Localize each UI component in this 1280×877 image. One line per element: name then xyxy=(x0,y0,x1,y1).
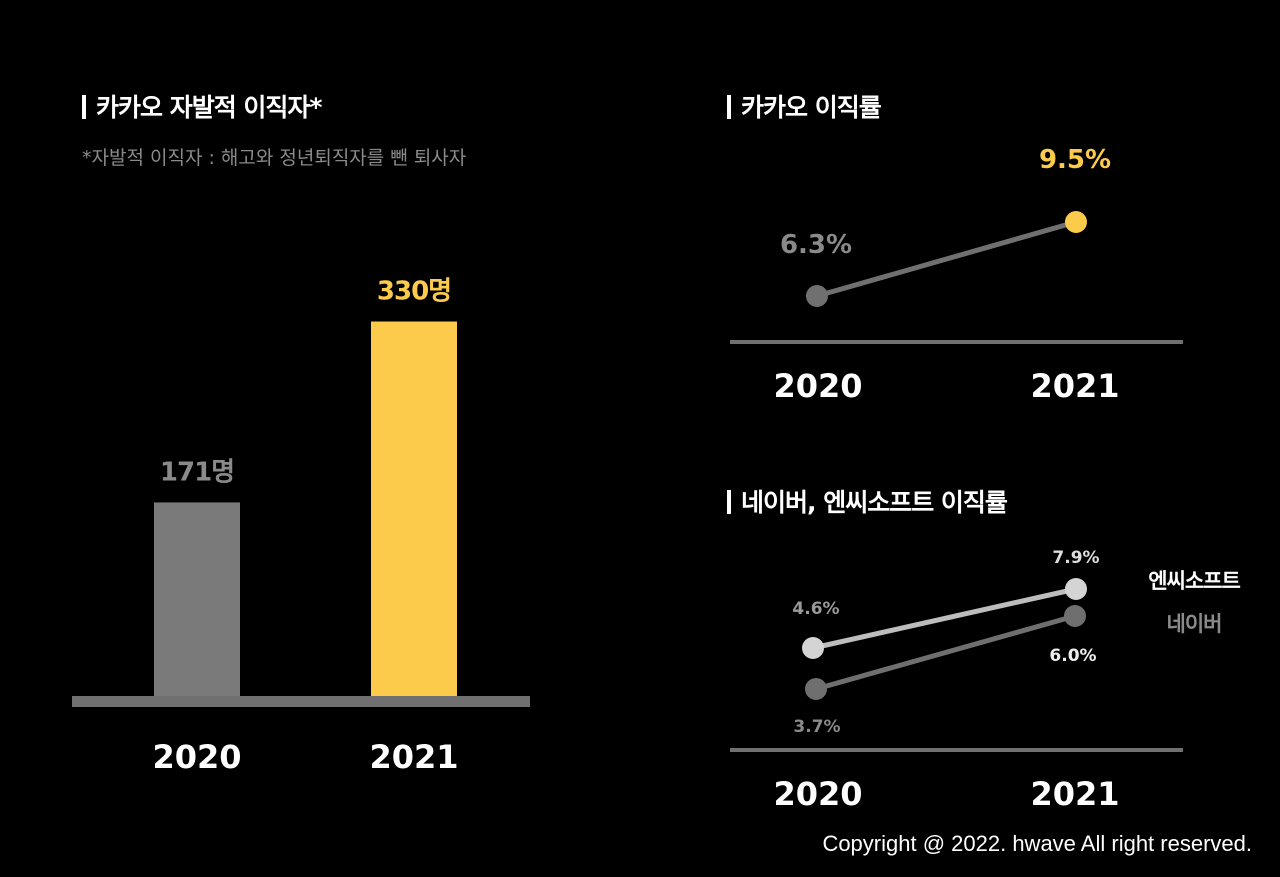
kakao-line-chart: 6.3% 9.5% 2020 2021 xyxy=(730,145,1183,405)
bar-chart-title-text: 카카오 자발적 이직자* xyxy=(96,93,322,122)
x-tick-label-2020: 2020 xyxy=(773,367,862,405)
bar-value-label-2021: 330명 xyxy=(377,277,451,307)
bar-chart: 171명 2020 330명 2021 xyxy=(72,277,530,776)
kakao-line-chart-title-text: 카카오 이직률 xyxy=(741,93,882,122)
x-tick-label-2020: 2020 xyxy=(773,775,862,813)
copyright-text: Copyright @ 2022. hwave All right reserv… xyxy=(822,831,1252,856)
data-point-kakao-2021 xyxy=(1065,211,1087,233)
x-axis-baseline xyxy=(72,696,530,707)
data-label-naver-2021: 6.0% xyxy=(1049,646,1096,666)
legend-ncsoft: 엔씨소프트 xyxy=(1148,569,1240,593)
title-marker xyxy=(82,95,86,119)
legend-naver: 네이버 xyxy=(1167,612,1222,636)
bar-2021 xyxy=(371,321,457,697)
series-line-naver xyxy=(815,613,1076,692)
data-label-naver-2020: 3.7% xyxy=(793,717,840,737)
x-tick-label-2021: 2021 xyxy=(1030,775,1119,813)
x-tick-label-2020: 2020 xyxy=(152,738,241,776)
naver-ncsoft-chart-title-text: 네이버, 엔씨소프트 이직률 xyxy=(741,488,1008,517)
bar-chart-footnote: *자발적 이직자 : 해고와 정년퇴직자를 뺀 퇴사자 xyxy=(82,147,467,169)
bar-2020 xyxy=(154,502,240,697)
data-point-naver-2020 xyxy=(805,678,827,700)
data-label-ncsoft-2020: 4.6% xyxy=(792,599,839,619)
data-label-ncsoft-2021: 7.9% xyxy=(1052,548,1099,568)
data-point-kakao-2020 xyxy=(806,285,828,307)
data-point-naver-2021 xyxy=(1064,605,1086,627)
series-line-kakao xyxy=(816,219,1077,299)
bar-chart-title: 카카오 자발적 이직자* xyxy=(82,88,322,124)
data-point-ncsoft-2021 xyxy=(1065,578,1087,600)
data-label-kakao-2020: 6.3% xyxy=(780,230,852,260)
data-point-ncsoft-2020 xyxy=(802,637,824,659)
title-marker xyxy=(727,490,731,514)
data-label-kakao-2021: 9.5% xyxy=(1039,145,1111,175)
x-tick-label-2021: 2021 xyxy=(1030,367,1119,405)
naver-ncsoft-chart-title: 네이버, 엔씨소프트 이직률 xyxy=(727,483,1008,519)
x-tick-label-2021: 2021 xyxy=(369,738,458,776)
series-line-ncsoft xyxy=(812,586,1077,651)
title-marker xyxy=(727,95,731,119)
kakao-line-chart-title: 카카오 이직률 xyxy=(727,88,882,124)
bar-value-label-2020: 171명 xyxy=(160,457,234,487)
